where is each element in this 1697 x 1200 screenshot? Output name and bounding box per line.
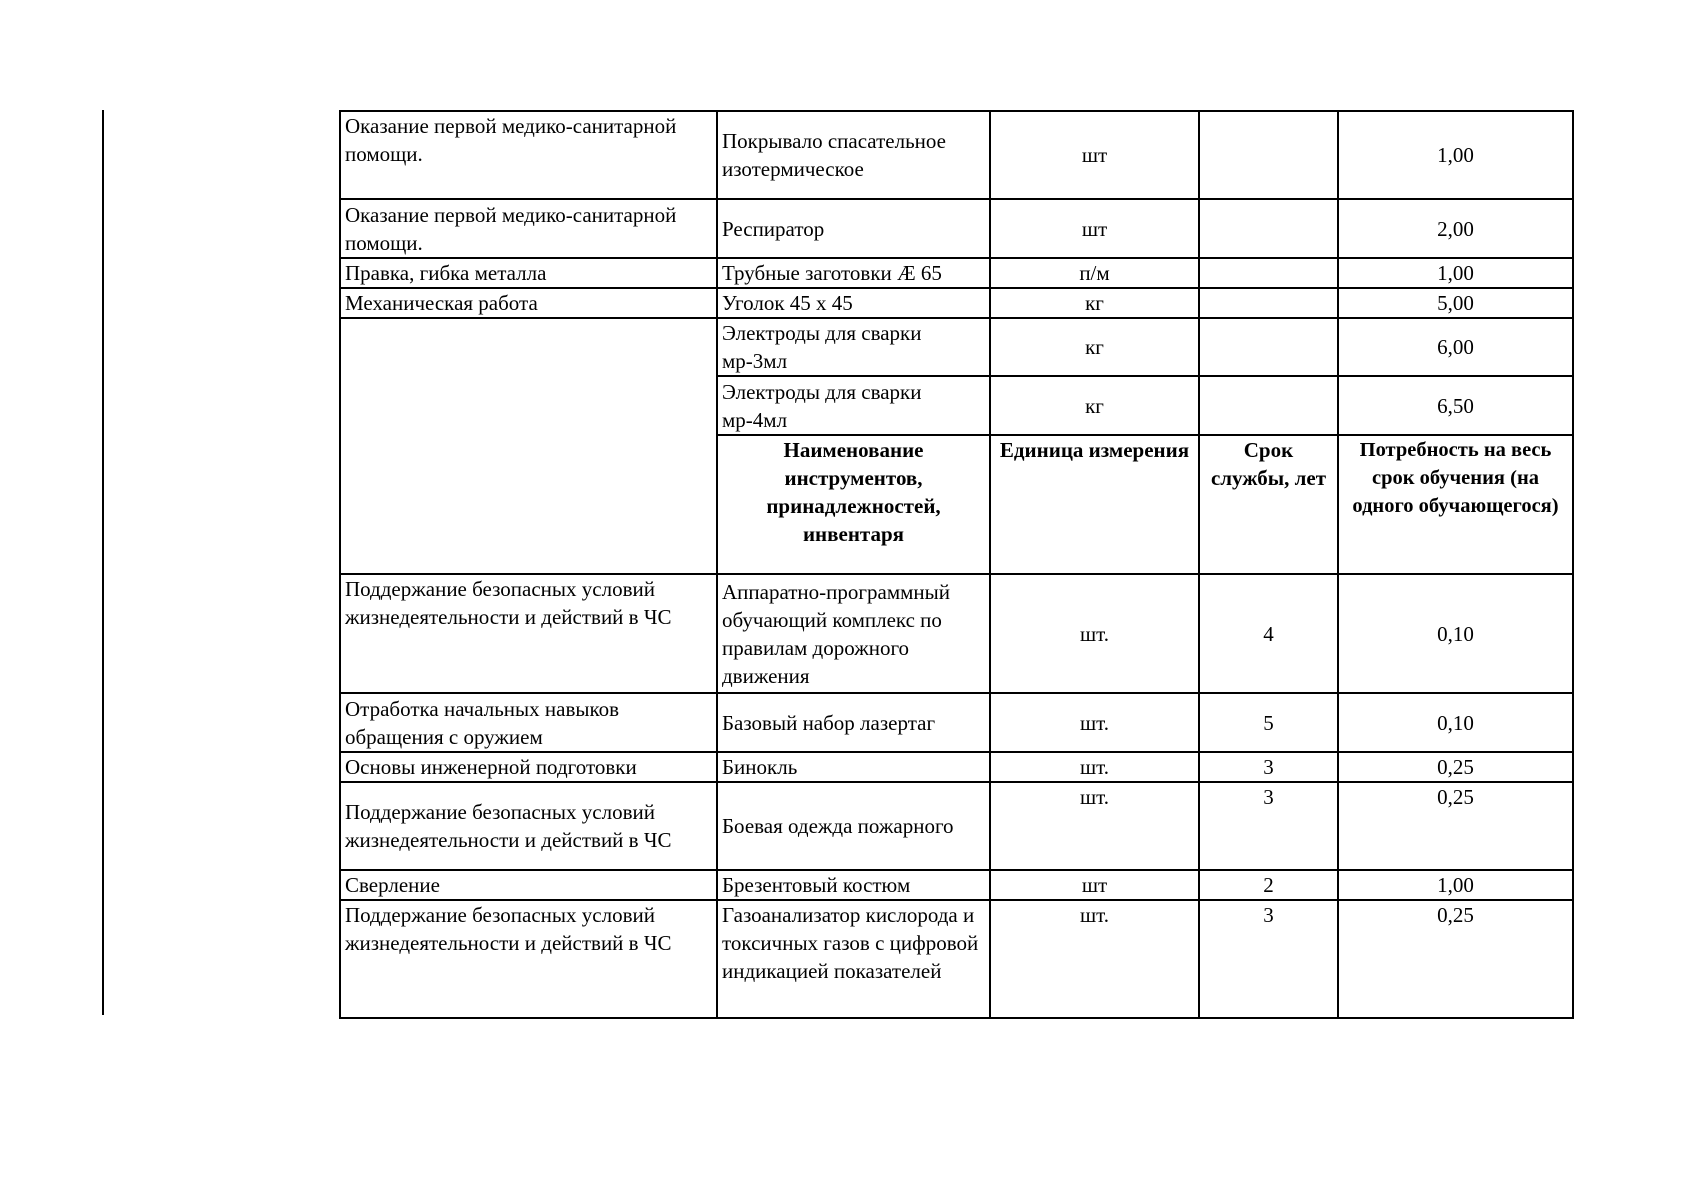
unit-cell: шт [989, 869, 1200, 901]
unit-cell: шт [989, 198, 1200, 259]
unit-cell: шт [989, 110, 1200, 200]
unit-cell: п/м [989, 257, 1200, 289]
table-row: Оказание первой медико-санитарной помощи… [339, 110, 1574, 200]
table-row: Механическая работа Уголок 45 х 45 кг 5,… [339, 287, 1574, 319]
life-cell [1198, 317, 1339, 377]
table-row: Поддержание безопасных условий жизнедеят… [339, 899, 1574, 1019]
item-cell: Покрывало спасательное изотермическое [716, 110, 991, 200]
need-cell: 2,00 [1337, 198, 1574, 259]
unit-cell: шт. [989, 573, 1200, 694]
table-row: Сверление Брезентовый костюм шт 2 1,00 [339, 869, 1574, 901]
activity-cell: Отработка начальных навыков обращения с … [339, 692, 718, 753]
unit-cell: кг [989, 317, 1200, 377]
header-need: Потребность на весь срок обучения (на од… [1337, 434, 1574, 575]
item-cell: Трубные заготовки Æ 65 [716, 257, 991, 289]
life-cell: 3 [1198, 781, 1339, 871]
table-row: Электроды для сварки мр-3мл кг 6,00 [339, 317, 1574, 575]
unit-cell: шт. [989, 692, 1200, 753]
life-cell: 3 [1198, 751, 1339, 783]
unit-cell: шт. [989, 899, 1200, 1019]
need-cell: 0,10 [1337, 573, 1574, 694]
equipment-table: Оказание первой медико-санитарной помощи… [339, 110, 1574, 1019]
activity-cell [339, 317, 718, 575]
unit-cell: шт. [989, 781, 1200, 871]
life-cell [1198, 375, 1339, 436]
header-name: Наименование инструментов, принадлежност… [716, 434, 991, 575]
table-row: Оказание первой медико-санитарной помощи… [339, 198, 1574, 259]
need-cell: 0,25 [1337, 899, 1574, 1019]
need-cell: 0,10 [1337, 692, 1574, 753]
life-cell [1198, 287, 1339, 319]
life-cell: 2 [1198, 869, 1339, 901]
activity-cell: Правка, гибка металла [339, 257, 718, 289]
life-cell: 5 [1198, 692, 1339, 753]
life-cell: 3 [1198, 899, 1339, 1019]
life-cell [1198, 110, 1339, 200]
need-cell: 0,25 [1337, 781, 1574, 871]
header-unit: Единица измерения [989, 434, 1200, 575]
table-row: Правка, гибка металла Трубные заготовки … [339, 257, 1574, 289]
activity-cell: Поддержание безопасных условий жизнедеят… [339, 781, 718, 871]
header-row: Наименование инструментов, принадлежност… [340, 434, 1574, 575]
need-cell: 6,50 [1337, 375, 1574, 436]
header-life: Срок службы, лет [1198, 434, 1339, 575]
item-cell: Электроды для сварки мр-4мл [716, 375, 991, 436]
item-cell: Аппаратно-программный обучающий комплекс… [716, 573, 991, 694]
item-cell: Газоанализатор кислорода и токсичных газ… [716, 899, 991, 1019]
need-cell: 5,00 [1337, 287, 1574, 319]
page-margin-line [102, 110, 104, 1015]
life-cell [1198, 198, 1339, 259]
activity-cell: Основы инженерной подготовки [339, 751, 718, 783]
item-cell: Бинокль [716, 751, 991, 783]
activity-cell: Поддержание безопасных условий жизнедеят… [339, 899, 718, 1019]
life-cell: 4 [1198, 573, 1339, 694]
table-row: Отработка начальных навыков обращения с … [339, 692, 1574, 753]
item-cell: Базовый набор лазертаг [716, 692, 991, 753]
item-cell: Респиратор [716, 198, 991, 259]
item-cell: Уголок 45 х 45 [716, 287, 991, 319]
item-cell: Боевая одежда пожарного [716, 781, 991, 871]
activity-cell: Сверление [339, 869, 718, 901]
activity-cell: Оказание первой медико-санитарной помощи… [339, 198, 718, 259]
need-cell: 1,00 [1337, 257, 1574, 289]
table-row: Поддержание безопасных условий жизнедеят… [339, 781, 1574, 871]
item-cell: Электроды для сварки мр-3мл [716, 317, 991, 377]
unit-cell: кг [989, 287, 1200, 319]
unit-cell: кг [989, 375, 1200, 436]
item-cell: Брезентовый костюм [716, 869, 991, 901]
table-row: Поддержание безопасных условий жизнедеят… [339, 573, 1574, 694]
life-cell [1198, 257, 1339, 289]
need-cell: 1,00 [1337, 869, 1574, 901]
activity-cell: Механическая работа [339, 287, 718, 319]
need-cell: 1,00 [1337, 110, 1574, 200]
need-cell: 6,00 [1337, 317, 1574, 377]
unit-cell: шт. [989, 751, 1200, 783]
table-row: Электроды для сварки мр-4мл кг 6,50 [340, 375, 1574, 436]
need-cell: 0,25 [1337, 751, 1574, 783]
activity-cell: Оказание первой медико-санитарной помощи… [339, 110, 718, 200]
activity-cell: Поддержание безопасных условий жизнедеят… [339, 573, 718, 694]
table-row: Основы инженерной подготовки Бинокль шт.… [339, 751, 1574, 783]
